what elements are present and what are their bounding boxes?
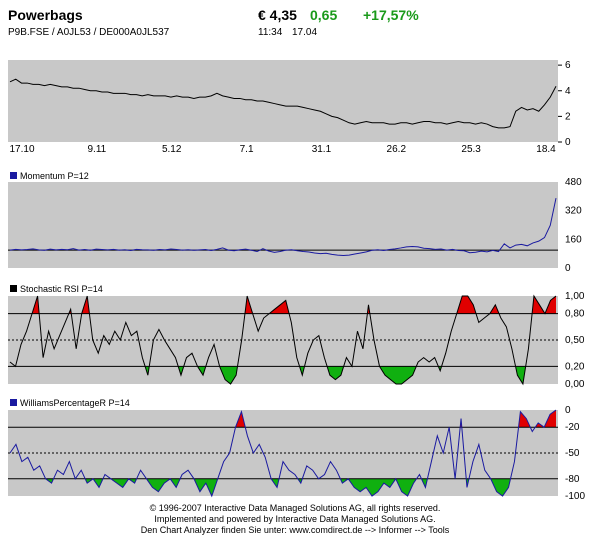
footer-implemented: Implemented and powered by Interactive D… (154, 514, 436, 524)
stochastic-rsi-y-tick-label: 0,20 (565, 361, 585, 372)
williams-r-oversold-fill (10, 478, 556, 496)
momentum-y-tick-label: 0 (565, 263, 571, 274)
momentum-panel (8, 182, 558, 268)
stochastic-rsi-y-tick-label: 0,80 (565, 309, 585, 320)
price-x-tick-label: 18.4 (536, 144, 556, 155)
price-x-tick-label: 5.12 (162, 144, 182, 155)
price-x-tick-label: 25.3 (461, 144, 481, 155)
williams-r-line (9, 409, 557, 498)
williams-r-y-tick-label: -50 (565, 448, 580, 459)
momentum-legend-bar (8, 169, 558, 181)
price-y-tick-label: 2 (565, 111, 571, 122)
williams-r-legend-label: WilliamsPercentageR P=14 (20, 398, 130, 408)
price-y-tick-label: 6 (565, 60, 571, 71)
price-x-tick-label: 26.2 (387, 144, 407, 155)
price-value: € 4,35 (258, 7, 297, 23)
footer-info: Den Chart Analyzer finden Sie unter: www… (140, 525, 450, 535)
williams-r-legend-swatch (10, 399, 17, 406)
price-y-tick-label: 4 (565, 86, 571, 97)
momentum-legend-swatch (10, 172, 17, 179)
footer-copyright: © 1996-2007 Interactive Data Managed Sol… (149, 503, 441, 513)
stochastic-rsi-overbought-fill (32, 296, 556, 314)
quote-date: 17.04 (292, 27, 318, 38)
price-change: 0,65 (310, 7, 338, 23)
momentum-legend-label: Momentum P=12 (20, 171, 89, 181)
quote-time: 11:34 (258, 27, 283, 38)
stochastic-rsi-legend-swatch (10, 285, 17, 292)
williams-r-legend-bar (8, 396, 558, 408)
momentum-y-tick-label: 160 (565, 234, 582, 245)
momentum-line (9, 198, 557, 256)
williams-r-y-tick-label: 0 (565, 405, 571, 416)
stochastic-rsi-y-tick-label: 0,00 (565, 379, 585, 390)
price-y-tick-label: 0 (565, 137, 571, 148)
instrument-title: Powerbags (8, 7, 83, 23)
stochastic-rsi-y-tick-label: 0,50 (565, 335, 585, 346)
price-change-percent: +17,57% (363, 7, 419, 23)
williams-r-y-tick-label: -20 (565, 422, 580, 433)
price-line (9, 78, 557, 129)
momentum-y-tick-label: 480 (565, 177, 582, 188)
price-x-tick-label: 9.11 (87, 144, 106, 155)
stochastic-rsi-y-tick-label: 1,00 (565, 291, 585, 302)
williams-r-y-tick-label: -100 (565, 491, 585, 502)
williams-r-y-tick-label: -80 (565, 474, 580, 485)
price-panel (8, 60, 558, 142)
williams-r-overbought-fill (235, 410, 556, 428)
instrument-ids: P9B.FSE / A0JL53 / DE000A0JL537 (8, 27, 170, 38)
price-x-tick-label: 31.1 (312, 144, 332, 155)
momentum-y-tick-label: 320 (565, 206, 582, 217)
stochastic-rsi-line (9, 294, 557, 386)
price-x-tick-label: 7.1 (240, 144, 254, 155)
price-x-tick-label: 17.10 (9, 144, 34, 155)
stochastic-rsi-legend-label: Stochastic RSI P=14 (20, 284, 103, 294)
stochastic-rsi-legend-bar (8, 282, 558, 294)
